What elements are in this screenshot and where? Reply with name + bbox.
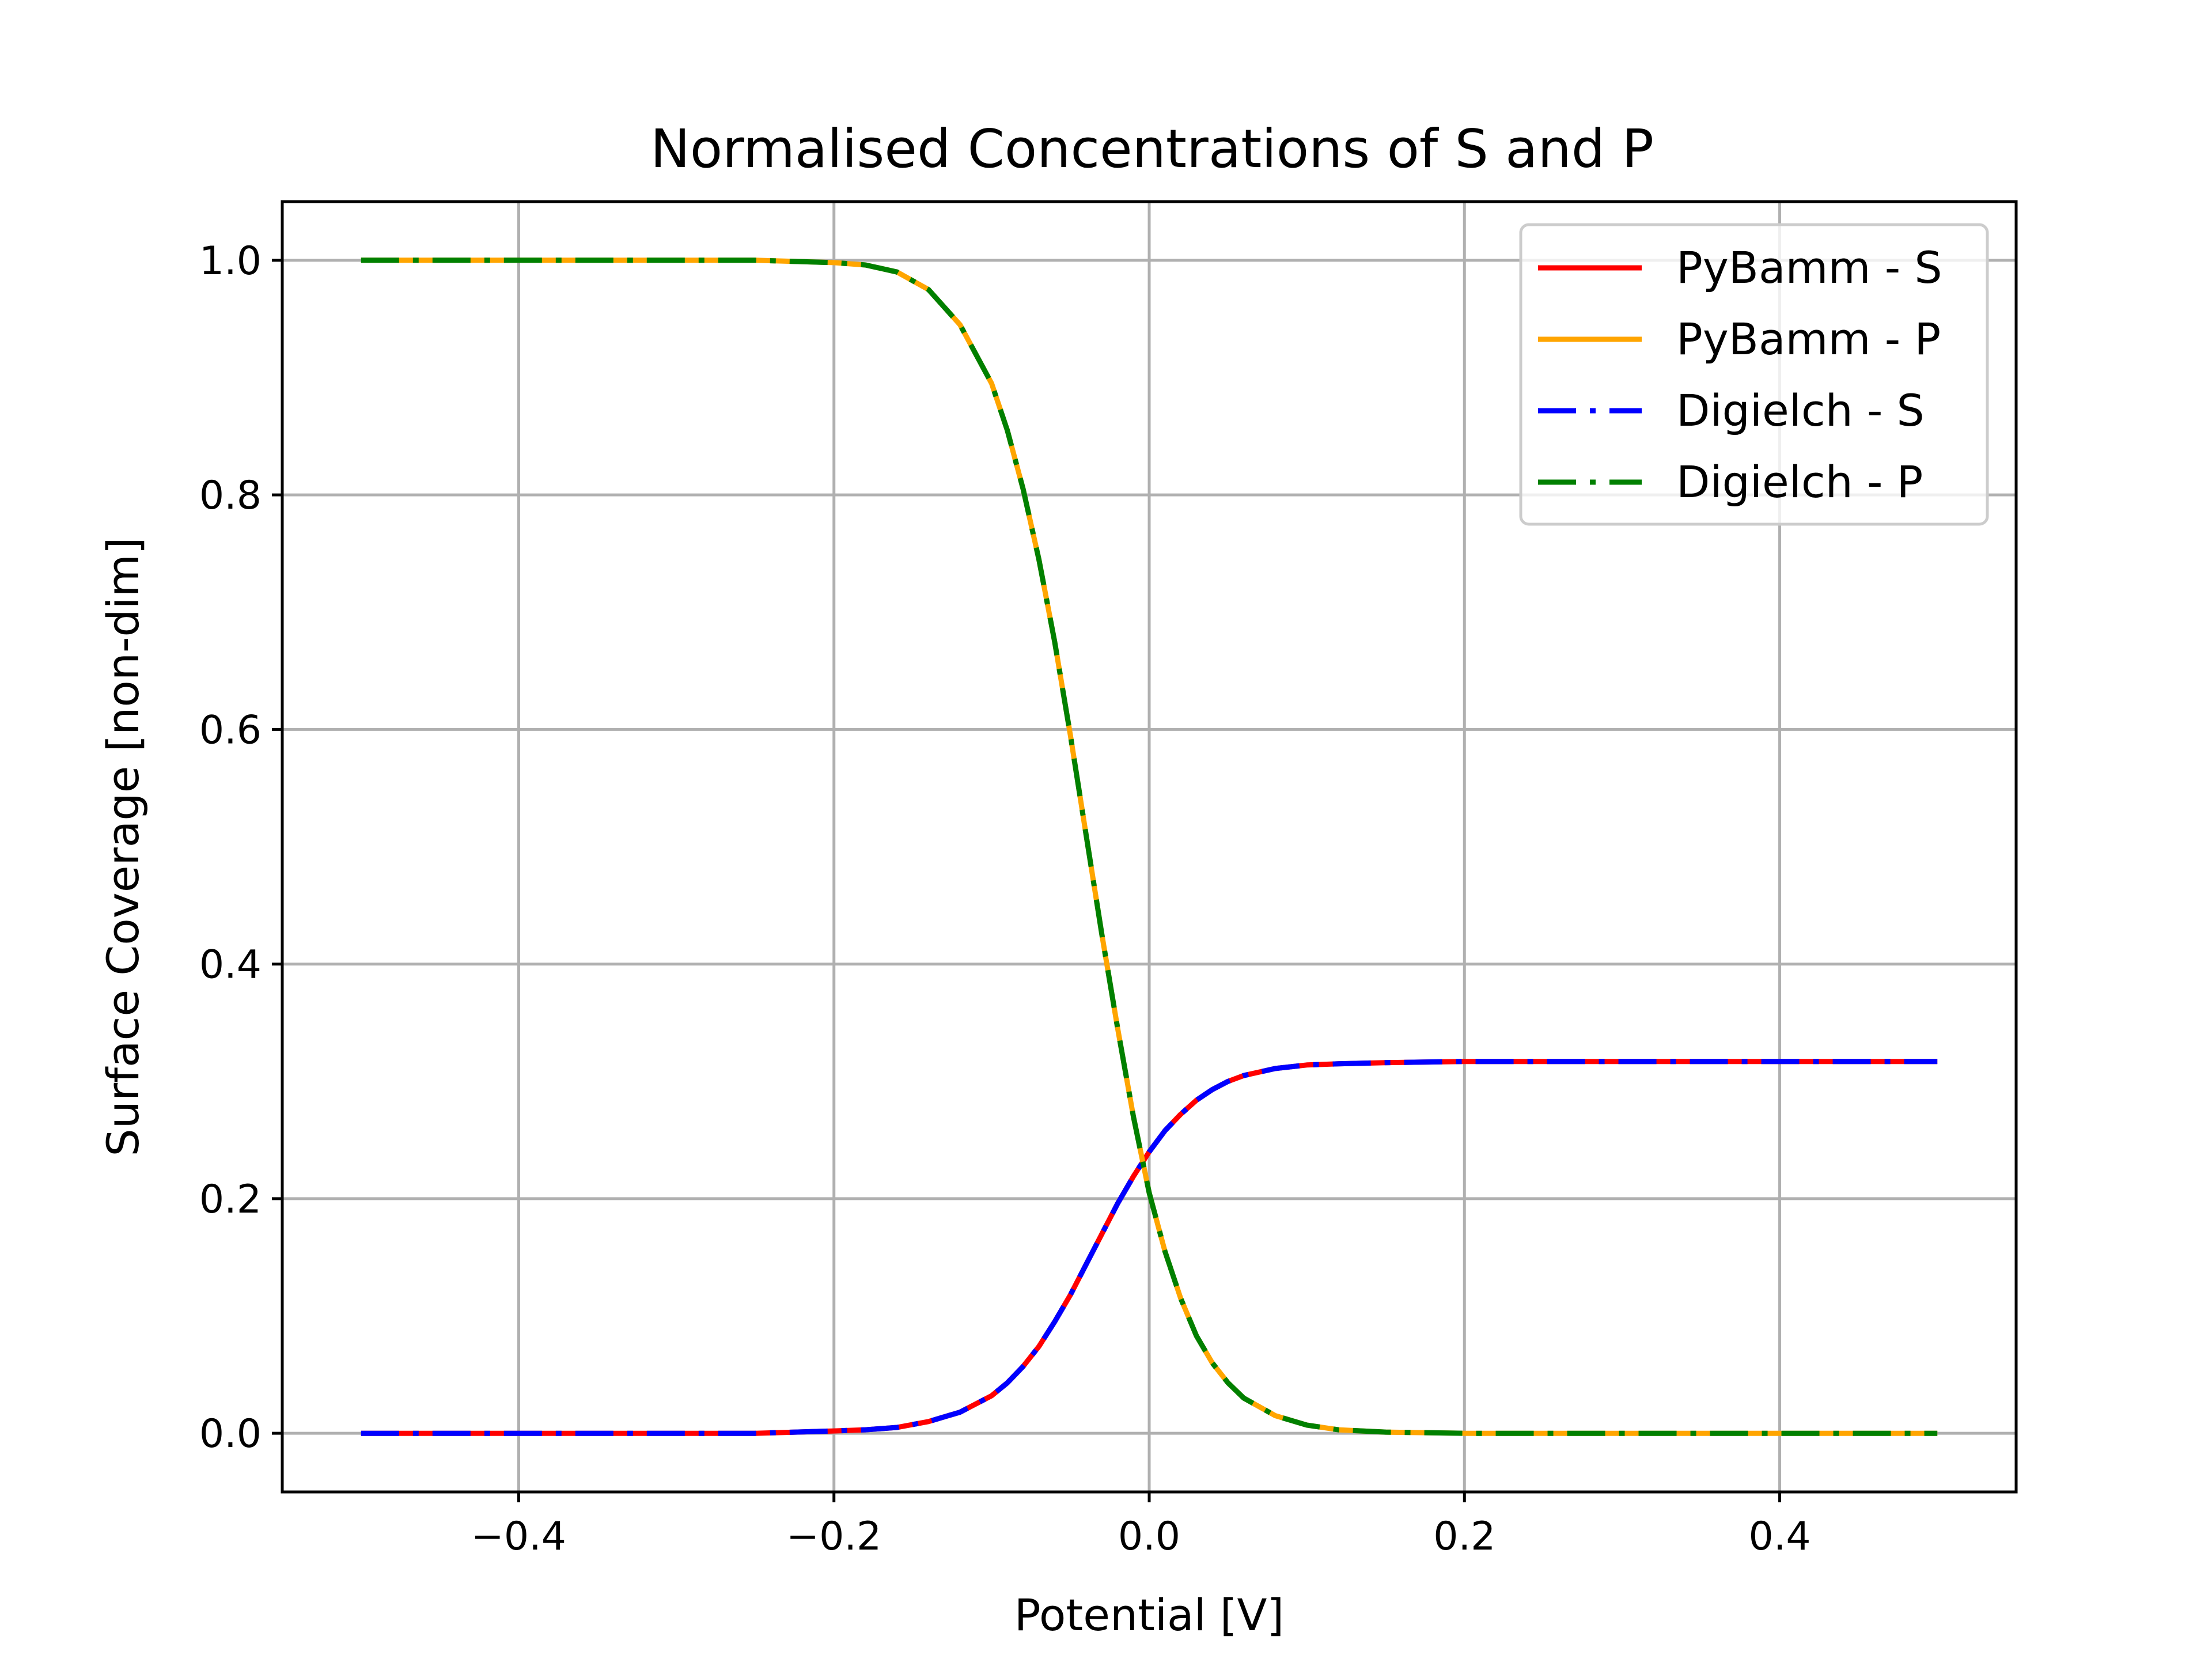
chart-title: Normalised Concentrations of S and P	[650, 118, 1654, 180]
y-tick-label: 0.6	[199, 707, 262, 753]
y-tick-label: 0.0	[199, 1411, 262, 1457]
x-axis-label: Potential [V]	[1014, 1589, 1284, 1641]
y-tick-label: 0.8	[199, 473, 262, 518]
legend-frame	[1519, 223, 1989, 526]
legend-label: PyBamm - S	[1676, 242, 1942, 293]
series-lines	[361, 257, 1938, 1436]
y-axis-label: Surface Coverage [non-dim]	[97, 537, 149, 1157]
x-tick-label: 0.0	[1118, 1514, 1180, 1559]
x-tick-label: 0.2	[1433, 1514, 1495, 1559]
x-tick-label: −0.4	[471, 1514, 566, 1559]
legend: PyBamm - S PyBamm - P Digielch - S Digielch…	[1519, 223, 1989, 526]
series-line	[361, 1059, 1938, 1436]
axis-ticks: −0.4 −0.2 0.0 0.2 0.4 0.0 0.2 0.4 0.6 0.8 1.0	[199, 238, 1811, 1559]
y-tick-label: 1.0	[199, 238, 262, 284]
x-tick-label: −0.2	[786, 1514, 881, 1559]
x-tick-label: 0.4	[1748, 1514, 1810, 1559]
y-tick-label: 0.2	[199, 1177, 262, 1222]
series-line	[361, 257, 1938, 1436]
legend-label: Digielch - S	[1676, 385, 1925, 436]
legend-label: Digielch - P	[1676, 456, 1923, 507]
legend-items: PyBamm - S PyBamm - P Digielch - S Digielch…	[1538, 242, 1942, 507]
y-tick-label: 0.4	[199, 942, 262, 988]
legend-label: PyBamm - P	[1676, 313, 1941, 365]
